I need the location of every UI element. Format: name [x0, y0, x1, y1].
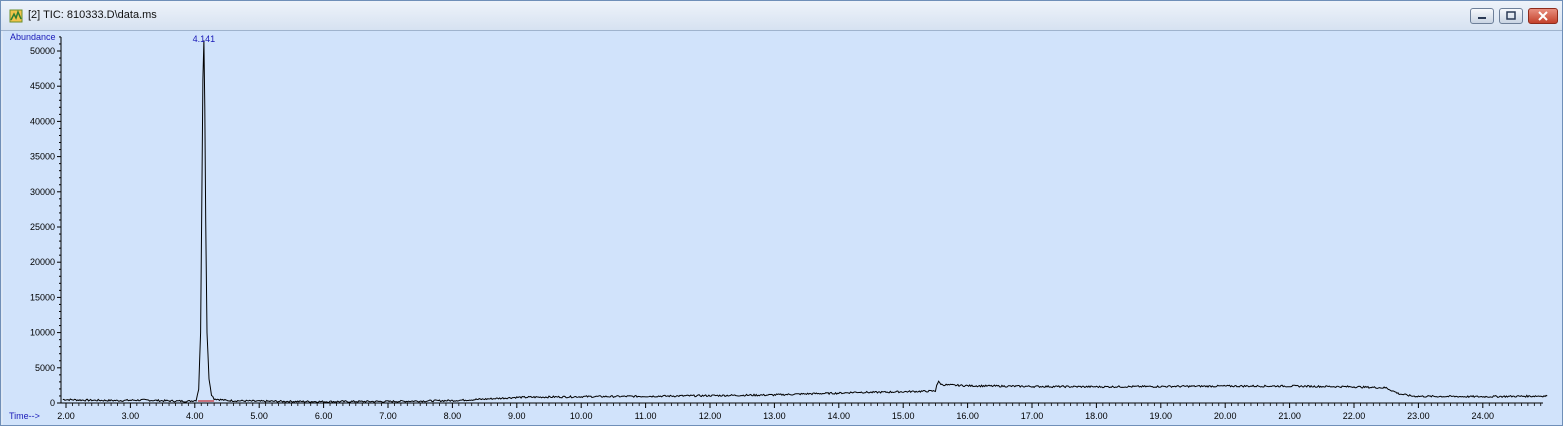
y-tick-label: 25000 [30, 222, 55, 232]
x-tick-label: 7.00 [379, 411, 397, 421]
close-icon [1538, 11, 1548, 21]
chromatogram-app-icon [9, 9, 23, 23]
y-tick-label: 45000 [30, 81, 55, 91]
close-button[interactable] [1528, 8, 1558, 24]
x-tick-label: 14.00 [828, 411, 851, 421]
restore-icon [1506, 11, 1516, 20]
x-tick-label: 10.00 [570, 411, 593, 421]
y-tick-label: 50000 [30, 46, 55, 56]
restore-button[interactable] [1499, 8, 1523, 24]
x-tick-label: 18.00 [1085, 411, 1108, 421]
x-tick-label: 21.00 [1278, 411, 1301, 421]
y-tick-label: 40000 [30, 116, 55, 126]
x-tick-label: 3.00 [122, 411, 140, 421]
x-tick-label: 19.00 [1150, 411, 1173, 421]
tic-trace [62, 40, 1548, 404]
chromatogram-chart: 0 5000 10000 15000 20000 25000 30000 35000 40000… [9, 32, 1548, 421]
x-tick-label: 13.00 [763, 411, 786, 421]
x-tick-label: 2.00 [57, 411, 75, 421]
x-tick-label: 8.00 [444, 411, 462, 421]
y-axis-title: Abundance [10, 32, 56, 42]
y-tick-label: 35000 [30, 152, 55, 162]
ticks [57, 36, 1542, 408]
x-tick-label: 12.00 [699, 411, 722, 421]
minimize-icon [1478, 17, 1486, 19]
x-tick-label: 16.00 [956, 411, 979, 421]
title-bar[interactable]: [2] TIC: 810333.D\data.ms [1, 1, 1562, 31]
y-tick-label: 10000 [30, 328, 55, 338]
minimize-button[interactable] [1470, 8, 1494, 24]
x-tick-label: 22.00 [1343, 411, 1366, 421]
x-tick-label: 24.00 [1472, 411, 1495, 421]
y-tick-label: 20000 [30, 257, 55, 267]
y-tick-label: 0 [50, 398, 55, 408]
axes [60, 37, 1543, 404]
x-axis-title: Time--> [9, 411, 40, 421]
peak-label: 4.141 [193, 34, 216, 44]
labels: 0 5000 10000 15000 20000 25000 30000 35000 40000… [9, 32, 1494, 421]
y-tick-label: 30000 [30, 187, 55, 197]
window-title: [2] TIC: 810333.D\data.ms [28, 9, 157, 21]
x-tick-label: 6.00 [315, 411, 333, 421]
x-tick-label: 5.00 [250, 411, 268, 421]
series-layer [62, 40, 1548, 404]
x-tick-label: 17.00 [1021, 411, 1044, 421]
x-tick-label: 9.00 [508, 411, 526, 421]
x-tick-label: 15.00 [892, 411, 915, 421]
y-tick-label: 5000 [35, 363, 55, 373]
x-tick-label: 23.00 [1407, 411, 1430, 421]
x-tick-label: 20.00 [1214, 411, 1237, 421]
plot-area[interactable]: 0 5000 10000 15000 20000 25000 30000 35000 40000… [3, 31, 1562, 425]
x-tick-label: 11.00 [635, 411, 657, 421]
y-tick-label: 15000 [30, 292, 55, 302]
x-tick-label: 4.00 [186, 411, 204, 421]
